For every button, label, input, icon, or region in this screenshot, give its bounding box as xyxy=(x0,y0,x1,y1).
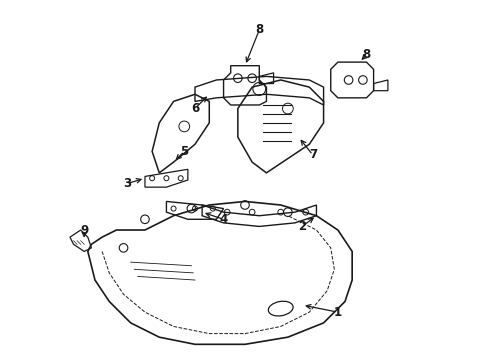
Text: 8: 8 xyxy=(362,49,370,62)
Text: 3: 3 xyxy=(123,177,131,190)
Text: 5: 5 xyxy=(180,145,188,158)
Text: 1: 1 xyxy=(334,306,342,319)
Text: 8: 8 xyxy=(255,23,264,36)
Text: 9: 9 xyxy=(80,224,88,237)
Text: 6: 6 xyxy=(191,102,199,115)
Text: 4: 4 xyxy=(220,213,228,226)
Text: 2: 2 xyxy=(298,220,306,233)
Text: 7: 7 xyxy=(309,148,317,162)
